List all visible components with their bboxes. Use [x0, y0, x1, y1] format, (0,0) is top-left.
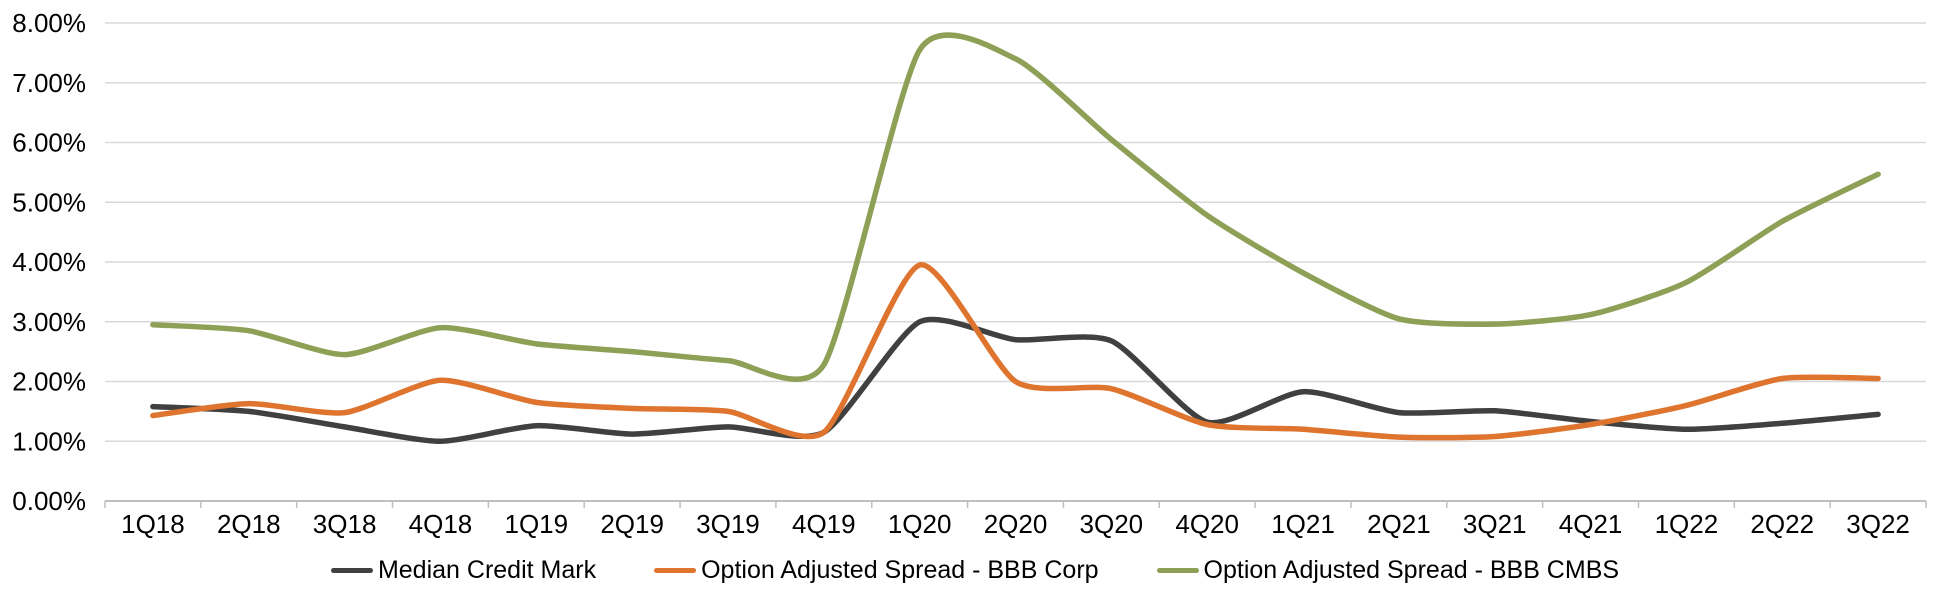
legend-line-swatch	[1156, 568, 1199, 573]
legend-label: Option Adjusted Spread - BBB CMBS	[1203, 556, 1620, 584]
y-axis-label: 7.00%	[12, 68, 86, 98]
chart-legend: Median Credit Mark Option Adjusted Spread…	[0, 556, 1950, 585]
series-line-option-adjusted-spread-bbb-cmbs	[150, 32, 1881, 382]
x-axis-label: 1Q19	[504, 509, 568, 539]
x-axis-label: 3Q21	[1463, 509, 1527, 539]
x-axis-label: 4Q19	[792, 509, 856, 539]
y-axis-label: 5.00%	[12, 187, 86, 217]
x-axis-label: 1Q18	[121, 509, 185, 539]
legend-label: Option Adjusted Spread - BBB Corp	[701, 556, 1099, 584]
x-axis-label: 2Q20	[984, 509, 1048, 539]
x-axis-label: 3Q18	[313, 509, 377, 539]
x-axis-label: 1Q21	[1271, 509, 1335, 539]
y-axis-label: 8.00%	[12, 8, 86, 38]
x-axis-label: 3Q20	[1080, 509, 1144, 539]
x-axis-label: 2Q22	[1750, 509, 1814, 539]
legend-line-swatch	[330, 568, 373, 573]
x-axis-label: 2Q19	[600, 509, 664, 539]
x-axis-label: 1Q22	[1655, 509, 1719, 539]
x-axis-label: 4Q21	[1559, 509, 1623, 539]
legend-item-option-adjusted-spread-bbb-corp: Option Adjusted Spread - BBB Corp	[654, 556, 1099, 585]
x-axis-label: 3Q22	[1846, 509, 1910, 539]
x-axis-label: 4Q20	[1175, 509, 1239, 539]
x-axis-label: 3Q19	[696, 509, 760, 539]
y-axis-label: 2.00%	[12, 367, 86, 397]
y-axis-label: 4.00%	[12, 247, 86, 277]
legend-label: Median Credit Mark	[377, 556, 597, 584]
legend-item-option-adjusted-spread-bbb-cmbs: Option Adjusted Spread - BBB CMBS	[1156, 556, 1620, 585]
y-axis-label: 6.00%	[12, 128, 86, 158]
y-axis-label: 3.00%	[12, 307, 86, 337]
x-axis-label: 2Q18	[217, 509, 281, 539]
x-axis-label: 4Q18	[409, 509, 473, 539]
y-axis-label: 0.00%	[12, 486, 86, 516]
series-line-median-credit-mark	[150, 316, 1881, 445]
y-axis-label: 1.00%	[12, 426, 86, 456]
x-axis-label: 1Q20	[888, 509, 952, 539]
legend-item-median-credit-mark: Median Credit Mark	[330, 556, 597, 585]
x-axis-label: 2Q21	[1367, 509, 1431, 539]
series-line-option-adjusted-spread-bbb-corp	[150, 262, 1881, 441]
legend-line-swatch	[654, 568, 697, 573]
